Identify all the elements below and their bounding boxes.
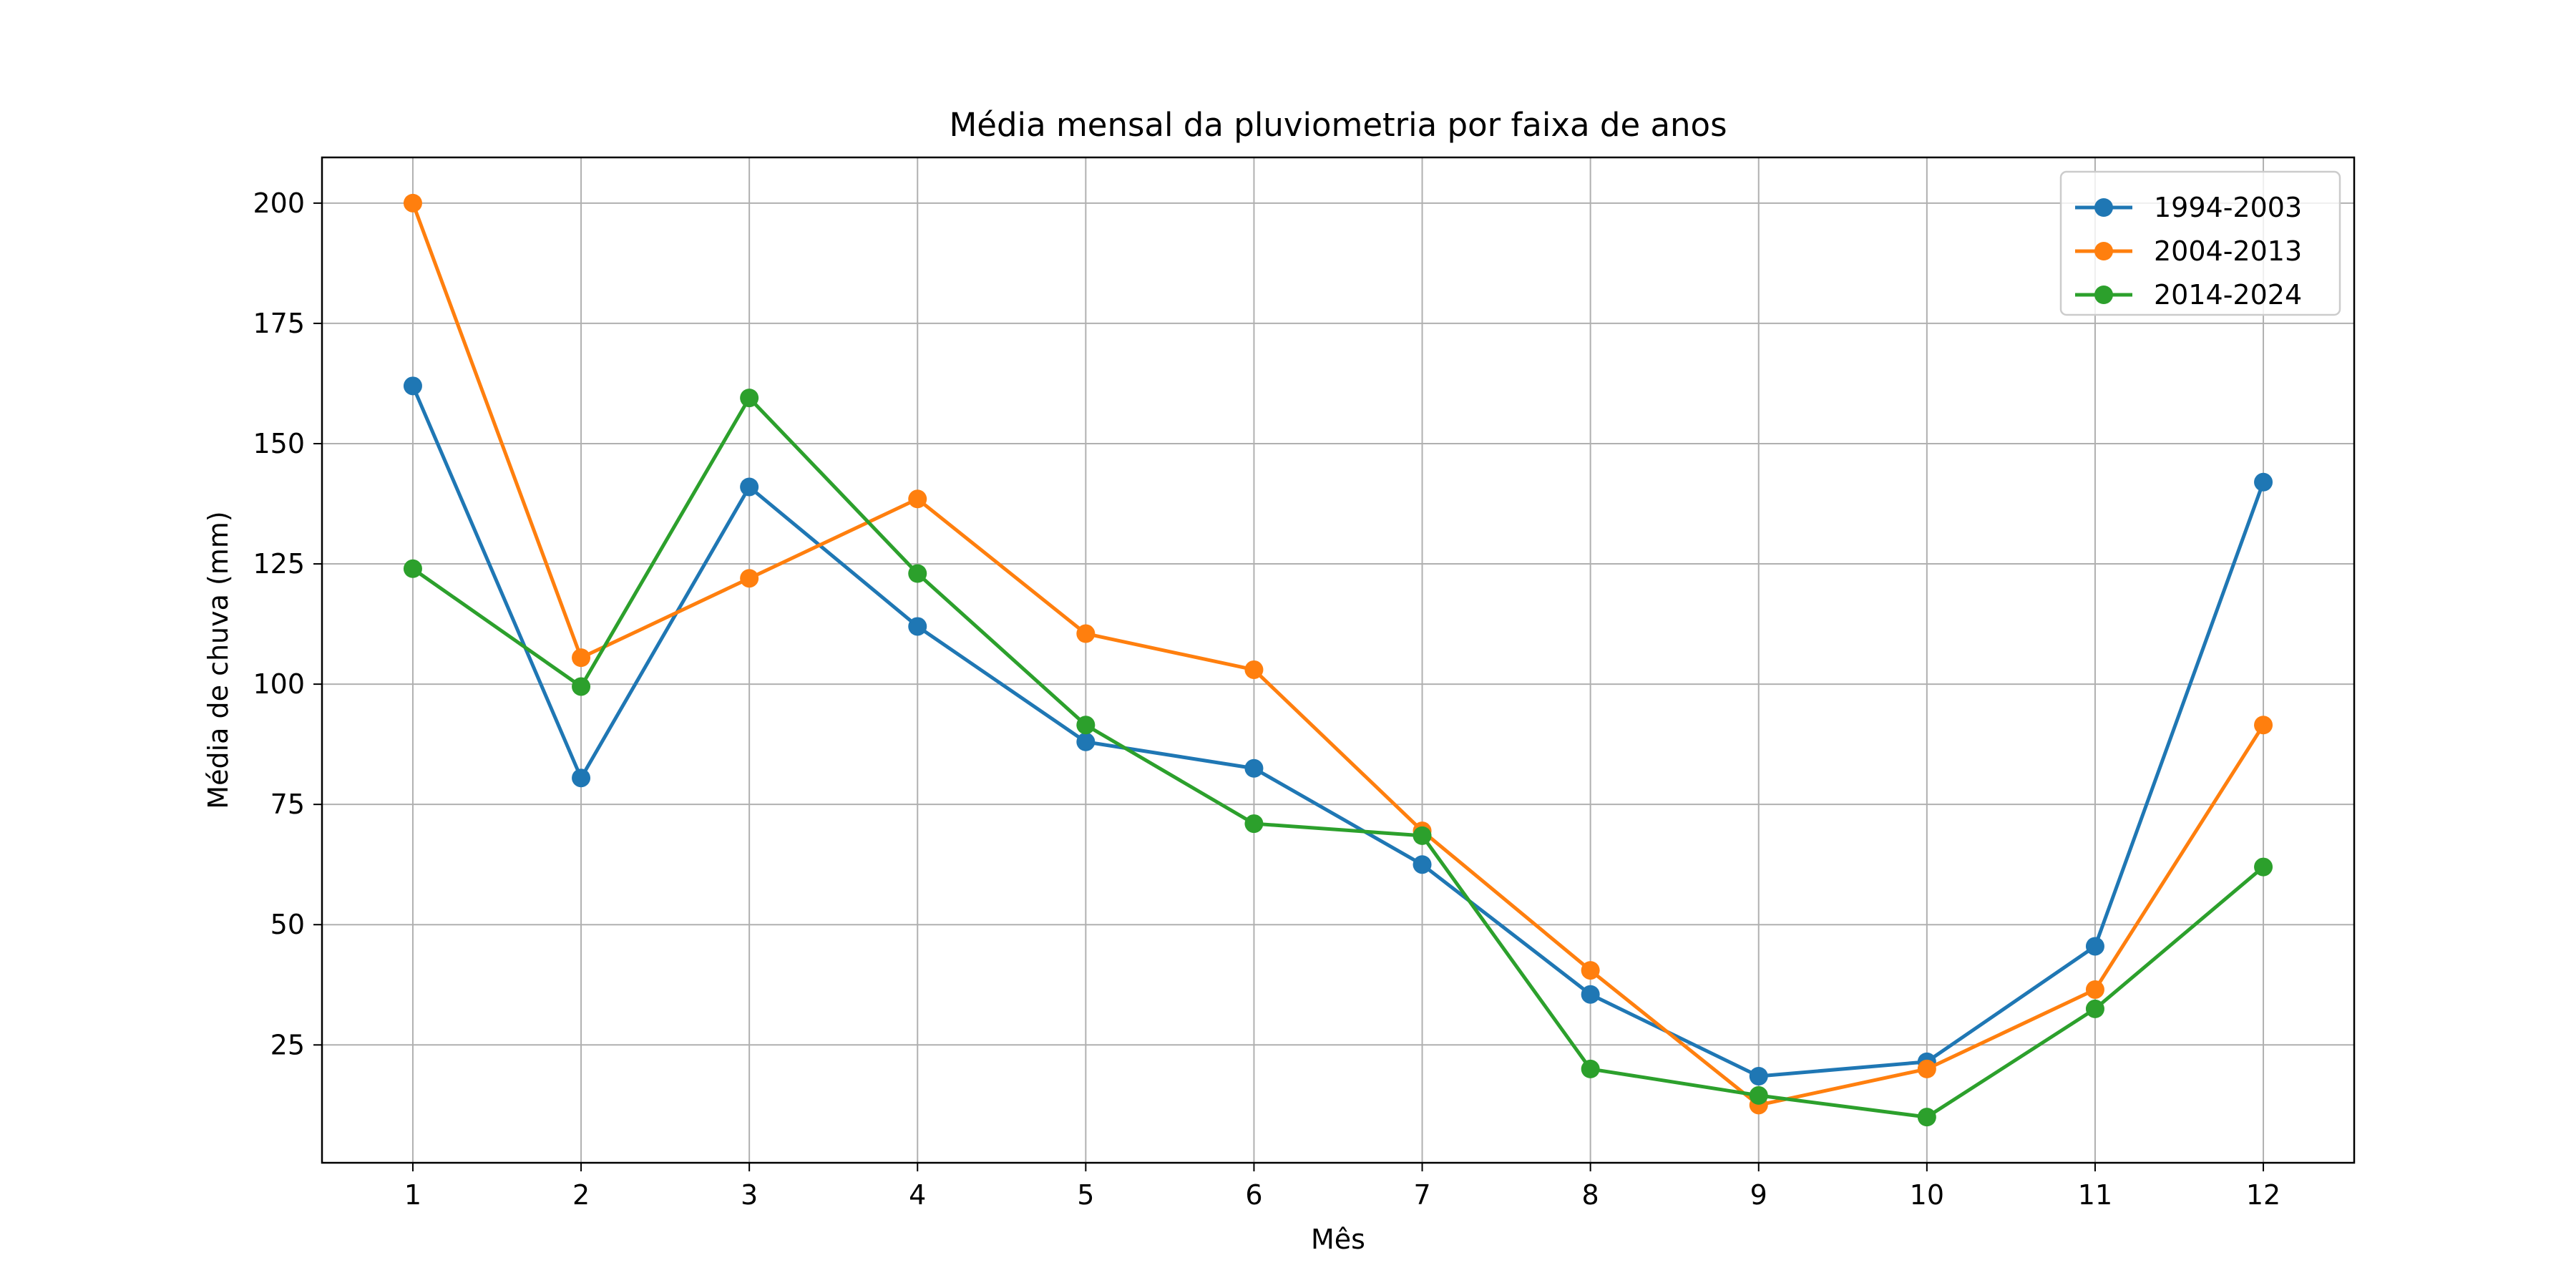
data-point: [1244, 660, 1264, 679]
x-tick-label: 10: [1910, 1179, 1944, 1211]
data-point: [2254, 857, 2273, 877]
data-point: [1749, 1066, 1768, 1085]
series-3: [403, 389, 2273, 1127]
series-1: [403, 376, 2273, 1085]
y-tick-label: 75: [270, 789, 305, 820]
data-point: [2254, 472, 2273, 492]
legend-marker: [2094, 286, 2113, 304]
x-axis-label: Mês: [1311, 1224, 1365, 1255]
data-point: [403, 193, 422, 213]
data-point: [1581, 985, 1600, 1004]
data-point: [908, 617, 927, 636]
data-point: [2085, 999, 2104, 1018]
data-point: [1076, 732, 1096, 751]
data-point: [572, 677, 591, 696]
data-point: [740, 477, 759, 497]
data-point: [1413, 826, 1432, 845]
data-point: [740, 569, 759, 588]
data-point: [572, 769, 591, 788]
x-tick-label: 9: [1750, 1179, 1767, 1211]
x-tick-label: 12: [2246, 1179, 2280, 1211]
legend-label: 2004-2013: [2154, 235, 2302, 267]
x-tick-label: 3: [741, 1179, 758, 1211]
legend-marker: [2094, 242, 2113, 260]
plot-series: [403, 193, 2273, 1127]
series-line: [411, 396, 2265, 1119]
legend-label: 2014-2024: [2154, 279, 2302, 311]
x-tick-label: 5: [1077, 1179, 1094, 1211]
data-point: [1076, 624, 1096, 643]
x-tick-label: 4: [909, 1179, 926, 1211]
legend-item: 2004-2013: [2075, 235, 2302, 267]
legend-item: 2014-2024: [2075, 279, 2302, 311]
legend-label: 1994-2003: [2154, 192, 2302, 223]
series-line: [411, 202, 2265, 1107]
y-tick-label: 100: [253, 668, 305, 700]
x-tick-label: 2: [572, 1179, 590, 1211]
data-point: [908, 489, 927, 509]
legend-marker: [2094, 198, 2113, 217]
data-point: [908, 564, 927, 583]
y-tick-label: 50: [270, 909, 305, 940]
y-tick-label: 125: [253, 548, 305, 580]
legend: 1994-2003 2004-2013 2014-2024: [2059, 170, 2341, 316]
x-tick-label: 1: [404, 1179, 421, 1211]
data-point: [403, 376, 422, 396]
data-point: [1917, 1108, 1936, 1127]
y-tick-label: 150: [253, 428, 305, 459]
data-point: [2254, 716, 2273, 735]
data-point: [1244, 758, 1264, 778]
data-point: [572, 648, 591, 668]
data-point: [403, 559, 422, 578]
data-point: [740, 389, 759, 408]
chart-title: Média mensal da pluviometria por faixa d…: [949, 106, 1727, 144]
y-axis-label: Média de chuva (mm): [203, 511, 234, 809]
data-point: [1917, 1059, 1936, 1078]
data-point: [1413, 855, 1432, 874]
x-tick-label: 6: [1245, 1179, 1262, 1211]
data-point: [1581, 961, 1600, 980]
data-point: [1581, 1059, 1600, 1078]
data-point: [2085, 980, 2104, 999]
series-line: [411, 385, 2265, 1078]
data-point: [1749, 1085, 1768, 1105]
data-point: [2085, 937, 2104, 956]
plot-frame: [321, 156, 2356, 1164]
data-point: [1244, 814, 1264, 834]
y-tick-label: 175: [253, 308, 305, 339]
y-tick-label: 25: [270, 1029, 305, 1060]
x-tick-label: 8: [1582, 1179, 1599, 1211]
x-tick-label: 7: [1413, 1179, 1430, 1211]
data-point: [1076, 716, 1096, 735]
x-tick-label: 11: [2078, 1179, 2112, 1211]
legend-item: 1994-2003: [2075, 192, 2302, 223]
y-tick-label: 200: [253, 187, 305, 219]
